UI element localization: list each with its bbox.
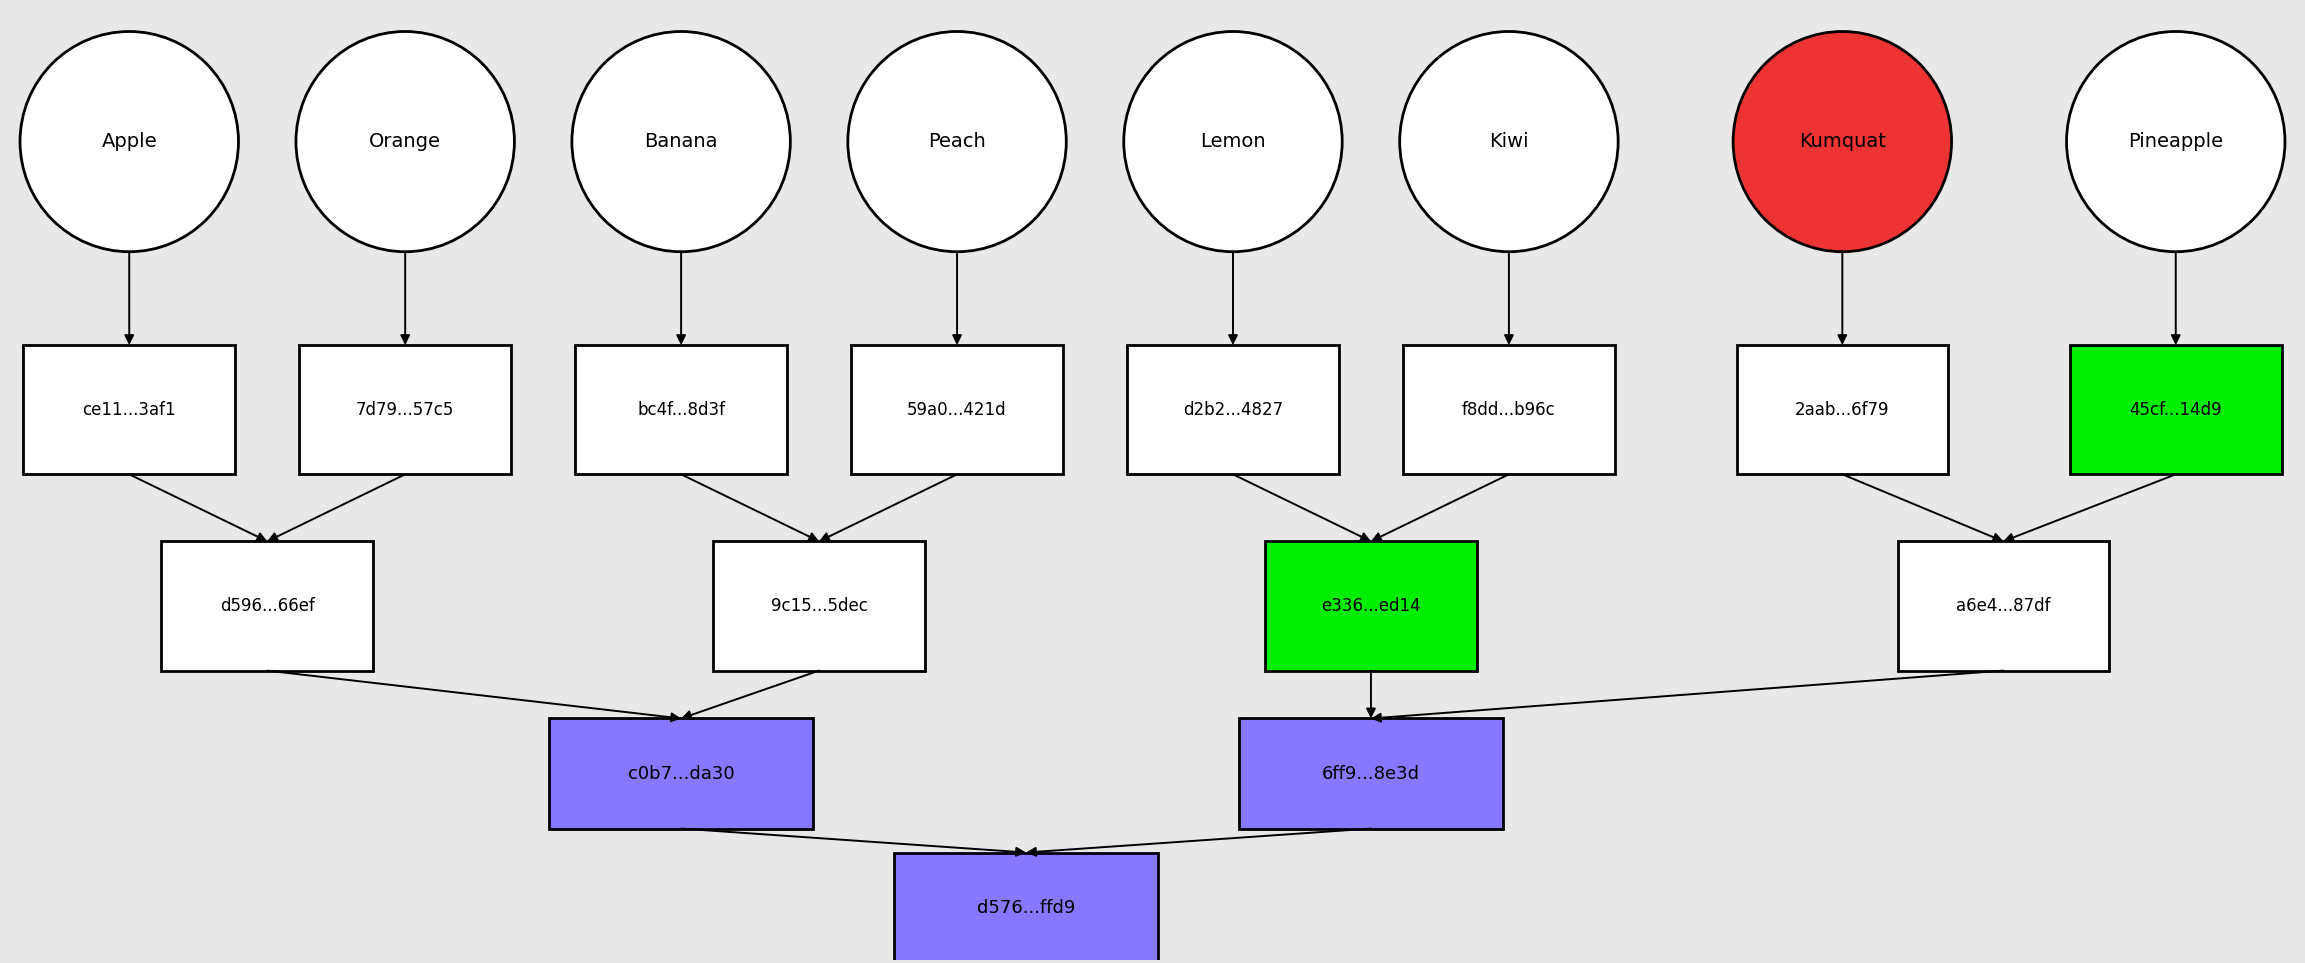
- Ellipse shape: [572, 32, 791, 251]
- Text: 2aab...6f79: 2aab...6f79: [1796, 401, 1890, 419]
- Text: Lemon: Lemon: [1201, 132, 1265, 151]
- Text: e336...ed14: e336...ed14: [1321, 597, 1420, 615]
- FancyBboxPatch shape: [1238, 718, 1503, 828]
- Ellipse shape: [295, 32, 514, 251]
- Text: d596...66ef: d596...66ef: [219, 597, 316, 615]
- Text: 9c15...5dec: 9c15...5dec: [770, 597, 867, 615]
- FancyBboxPatch shape: [161, 541, 373, 670]
- FancyBboxPatch shape: [576, 345, 786, 475]
- Text: d576...ffd9: d576...ffd9: [977, 898, 1074, 917]
- FancyBboxPatch shape: [1265, 541, 1478, 670]
- Text: bc4f...8d3f: bc4f...8d3f: [636, 401, 726, 419]
- Ellipse shape: [848, 32, 1067, 251]
- FancyBboxPatch shape: [1897, 541, 2109, 670]
- Text: Pineapple: Pineapple: [2128, 132, 2224, 151]
- FancyBboxPatch shape: [851, 345, 1063, 475]
- FancyBboxPatch shape: [549, 718, 814, 828]
- Text: ce11...3af1: ce11...3af1: [83, 401, 175, 419]
- Text: c0b7...da30: c0b7...da30: [627, 765, 735, 783]
- Text: a6e4...87df: a6e4...87df: [1957, 597, 2051, 615]
- FancyBboxPatch shape: [23, 345, 235, 475]
- Ellipse shape: [1399, 32, 1618, 251]
- Text: 7d79...57c5: 7d79...57c5: [355, 401, 454, 419]
- Text: d2b2...4827: d2b2...4827: [1182, 401, 1284, 419]
- FancyBboxPatch shape: [1127, 345, 1339, 475]
- Text: f8dd...b96c: f8dd...b96c: [1461, 401, 1556, 419]
- Text: Peach: Peach: [929, 132, 987, 151]
- Text: 45cf...14d9: 45cf...14d9: [2130, 401, 2222, 419]
- FancyBboxPatch shape: [300, 345, 512, 475]
- FancyBboxPatch shape: [1736, 345, 1948, 475]
- Text: Banana: Banana: [645, 132, 717, 151]
- Text: Apple: Apple: [101, 132, 157, 151]
- Text: Orange: Orange: [369, 132, 440, 151]
- Text: 59a0...421d: 59a0...421d: [908, 401, 1007, 419]
- Text: Kumquat: Kumquat: [1798, 132, 1885, 151]
- Ellipse shape: [1125, 32, 1342, 251]
- Text: 6ff9...8e3d: 6ff9...8e3d: [1323, 765, 1420, 783]
- FancyBboxPatch shape: [712, 541, 924, 670]
- FancyBboxPatch shape: [1404, 345, 1616, 475]
- Text: Kiwi: Kiwi: [1489, 132, 1528, 151]
- FancyBboxPatch shape: [2070, 345, 2282, 475]
- FancyBboxPatch shape: [894, 852, 1157, 963]
- Ellipse shape: [21, 32, 237, 251]
- Ellipse shape: [2068, 32, 2284, 251]
- Ellipse shape: [1733, 32, 1952, 251]
